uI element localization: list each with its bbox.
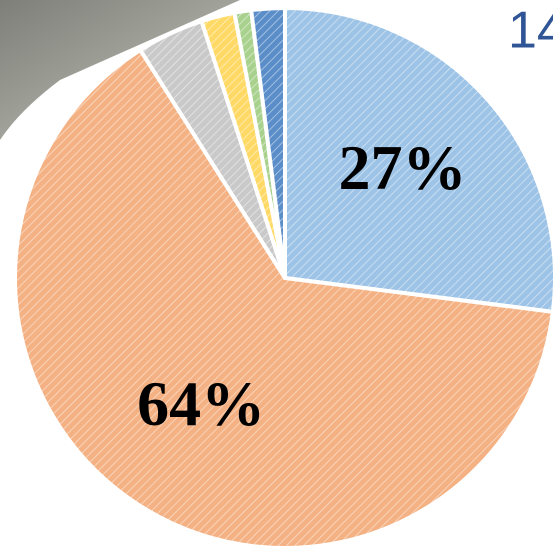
pie-slice (249, 6, 287, 280)
annotation: 14 (508, 2, 553, 60)
pie-slice (283, 6, 553, 314)
pie-slice (13, 48, 553, 550)
data-label: 27% (338, 132, 466, 203)
background-photo (0, 0, 240, 140)
data-label: 64% (137, 368, 265, 439)
